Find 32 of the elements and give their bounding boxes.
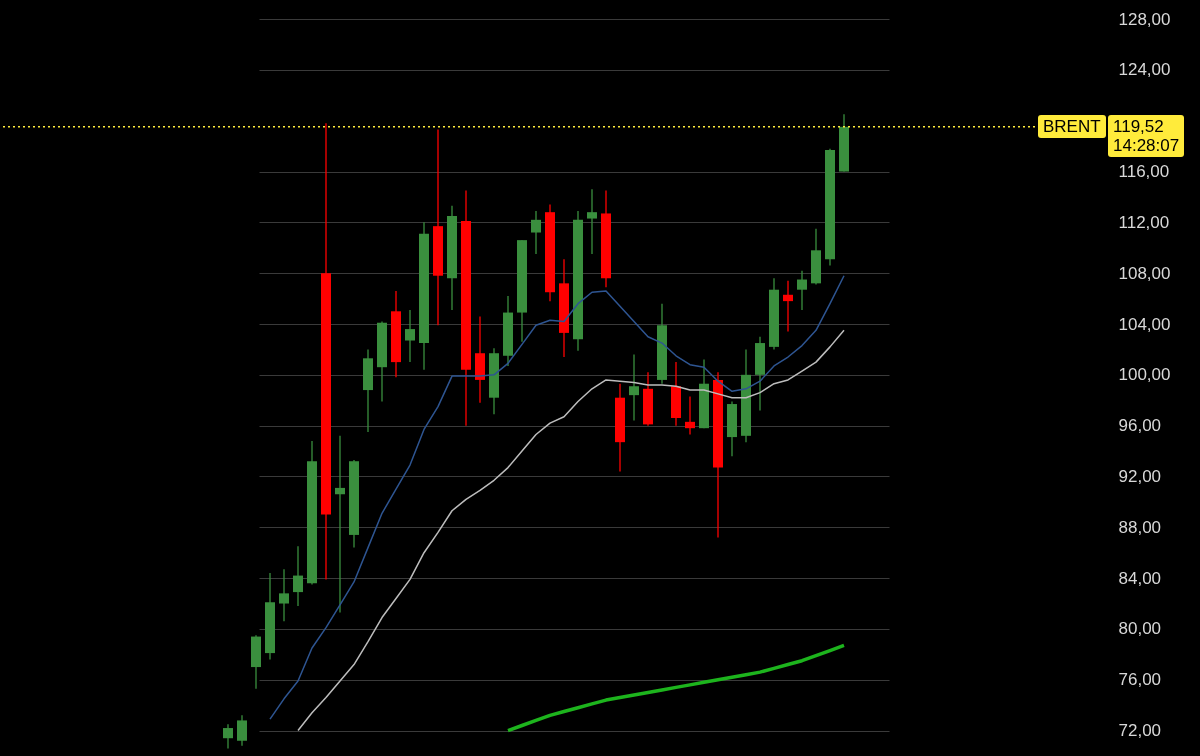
y-tick-label: 112,00 xyxy=(1118,212,1170,232)
y-tick-label: 128,00 xyxy=(1118,9,1171,29)
y-tick-label: 124,00 xyxy=(1118,60,1171,80)
candlestick xyxy=(279,568,289,622)
y-tick-label: 88,00 xyxy=(1118,517,1162,537)
line-series xyxy=(297,329,845,732)
candlestick xyxy=(587,188,597,255)
y-tick-label: 116,00 xyxy=(1118,162,1170,182)
y-tick-label: 100,00 xyxy=(1118,365,1171,385)
y-tick-label: 72,00 xyxy=(1118,721,1162,741)
ref-line-label: BRENT xyxy=(1038,115,1106,139)
candlestick xyxy=(293,545,303,607)
candlestick xyxy=(335,435,345,614)
candlestick xyxy=(783,280,793,333)
text: 14:28:07 xyxy=(1113,135,1180,155)
y-tick-label: 80,00 xyxy=(1118,619,1162,639)
candlestick xyxy=(405,309,415,363)
candlestick xyxy=(237,714,247,747)
line-series xyxy=(506,643,846,733)
y-tick-label: 92,00 xyxy=(1118,466,1162,486)
line-series xyxy=(269,274,845,720)
text: 119,52 xyxy=(1113,116,1165,136)
candlestick xyxy=(629,353,639,422)
y-tick-label: 84,00 xyxy=(1118,568,1162,588)
candlestick xyxy=(797,269,807,311)
candlestick xyxy=(531,210,541,255)
candlestick xyxy=(223,723,233,750)
y-tick-label: 104,00 xyxy=(1118,314,1171,334)
y-tick-label: 76,00 xyxy=(1118,670,1162,690)
candlestick xyxy=(685,395,695,436)
y-tick-label: 96,00 xyxy=(1118,416,1162,436)
y-tick-label: 108,00 xyxy=(1118,263,1171,283)
